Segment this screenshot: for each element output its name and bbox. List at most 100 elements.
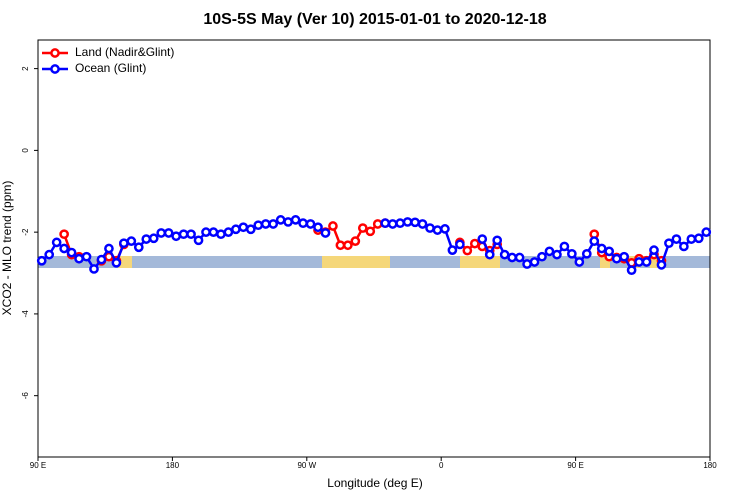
point bbox=[596, 243, 607, 254]
y-axis-label: XCO2 - MLO trend (ppm) bbox=[0, 181, 14, 316]
point bbox=[484, 249, 495, 260]
point bbox=[499, 249, 510, 260]
point bbox=[59, 229, 69, 240]
point bbox=[410, 217, 420, 228]
point bbox=[671, 234, 682, 244]
point bbox=[634, 257, 644, 267]
point bbox=[544, 246, 555, 257]
y-tick-label: -6 bbox=[21, 392, 30, 400]
point bbox=[290, 215, 301, 225]
point bbox=[537, 251, 547, 262]
point bbox=[567, 248, 577, 259]
point bbox=[186, 229, 196, 240]
point bbox=[66, 247, 77, 258]
point bbox=[649, 245, 659, 255]
point bbox=[529, 257, 540, 267]
y-tick-label: 2 bbox=[21, 66, 30, 71]
point bbox=[380, 218, 391, 229]
point bbox=[372, 219, 383, 229]
point bbox=[425, 223, 435, 233]
point bbox=[253, 220, 264, 231]
point bbox=[163, 228, 174, 238]
point bbox=[604, 246, 615, 257]
point bbox=[581, 248, 592, 259]
x-tick-label: 180 bbox=[166, 461, 180, 470]
point bbox=[51, 237, 62, 248]
point bbox=[81, 251, 92, 262]
y-tick-label: -2 bbox=[21, 228, 30, 236]
point bbox=[193, 235, 204, 246]
point bbox=[432, 225, 443, 235]
point bbox=[455, 239, 465, 250]
legend-marker bbox=[50, 48, 60, 58]
point bbox=[626, 265, 637, 276]
point bbox=[104, 243, 114, 254]
point bbox=[44, 249, 55, 260]
legend-label: Land (Nadir&Glint) bbox=[75, 45, 174, 59]
point bbox=[275, 215, 286, 225]
point bbox=[36, 255, 47, 266]
point bbox=[641, 257, 652, 267]
point bbox=[469, 238, 480, 249]
point bbox=[679, 241, 689, 252]
point bbox=[89, 264, 99, 274]
point bbox=[693, 233, 704, 244]
point bbox=[701, 227, 712, 237]
point bbox=[574, 257, 585, 267]
plot-frame bbox=[37, 39, 711, 458]
land-strip bbox=[118, 256, 132, 268]
point bbox=[492, 235, 503, 246]
land-strip bbox=[322, 256, 390, 268]
point bbox=[462, 245, 473, 256]
point bbox=[656, 260, 667, 270]
point bbox=[268, 219, 279, 229]
point bbox=[343, 240, 353, 251]
point bbox=[387, 219, 398, 229]
point bbox=[74, 253, 84, 264]
point bbox=[126, 236, 137, 246]
point bbox=[305, 219, 316, 229]
point bbox=[133, 242, 144, 253]
x-axis-label: Longitude (deg E) bbox=[327, 476, 422, 490]
point bbox=[477, 234, 488, 244]
land-strip bbox=[600, 256, 610, 268]
point bbox=[552, 249, 562, 260]
point bbox=[59, 243, 69, 254]
point bbox=[350, 236, 361, 246]
point bbox=[447, 245, 458, 255]
point bbox=[328, 221, 338, 231]
land-strip bbox=[460, 256, 500, 268]
point bbox=[96, 254, 107, 265]
point bbox=[440, 224, 450, 234]
point bbox=[514, 252, 525, 263]
legend-label: Ocean (Glint) bbox=[75, 61, 146, 75]
point bbox=[141, 234, 152, 244]
point bbox=[119, 238, 129, 249]
point bbox=[611, 253, 622, 264]
point bbox=[589, 236, 600, 246]
point bbox=[178, 229, 189, 240]
x-tick-label: 90 E bbox=[567, 461, 583, 470]
point bbox=[507, 252, 517, 263]
point bbox=[245, 224, 256, 235]
point bbox=[559, 241, 570, 252]
y-tick-label: -4 bbox=[21, 310, 30, 318]
point bbox=[231, 224, 241, 235]
point bbox=[156, 228, 167, 238]
point bbox=[283, 217, 293, 227]
point bbox=[111, 257, 122, 268]
point bbox=[402, 217, 413, 227]
x-tick-label: 90 W bbox=[297, 461, 316, 470]
x-tick-label: 0 bbox=[439, 461, 444, 470]
point bbox=[522, 259, 532, 269]
point bbox=[664, 238, 674, 249]
point bbox=[298, 218, 308, 229]
point bbox=[148, 233, 159, 244]
chart-title: 10S-5S May (Ver 10) 2015-01-01 to 2020-1… bbox=[203, 11, 546, 28]
point bbox=[686, 234, 697, 244]
point bbox=[171, 231, 181, 242]
point bbox=[313, 222, 323, 233]
x-tick-label: 90 E bbox=[30, 461, 46, 470]
point bbox=[335, 240, 346, 251]
